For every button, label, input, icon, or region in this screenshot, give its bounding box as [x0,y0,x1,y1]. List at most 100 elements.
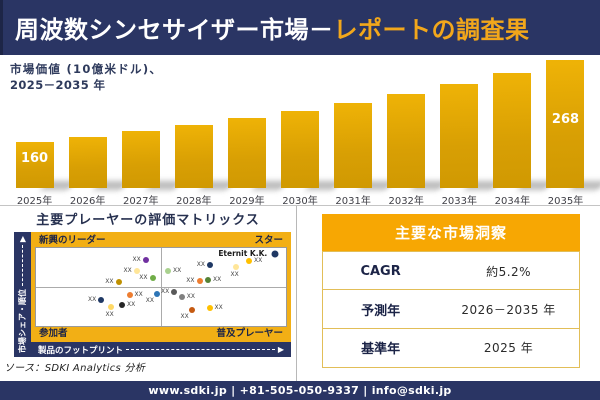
matrix-bottom-labels: 参加者 普及プレーヤー [34,327,288,340]
bar-2032年 [387,94,426,188]
bar-slot: 268 2035年 [539,58,592,207]
matrix-point-label: XX [186,277,195,285]
matrix-y-axis-label-group: 市場シェア・順位 ▶ [14,232,31,357]
insights-row-value: 2026－2035 年 [461,302,556,317]
page-title: 周波数シンセサイザー市場－レポートの調査果 [15,10,530,45]
chart-subtitle: 市場価値 (10億米ドル)、 2025－2035 年 [10,61,162,93]
matrix-point-dot [178,293,185,300]
matrix-point-dot [142,257,149,264]
matrix-x-axis: 製品のフットプリント ▶ [31,342,291,357]
chart-subtitle-line1: 市場価値 (10億米ドル)、 [10,62,163,76]
matrix-y-axis: 市場シェア・順位 ▶ [14,232,31,357]
bar-category-label: 2025年 [16,196,53,207]
quadrant-label-star: スター [254,235,283,246]
table-row: 予測年 2026－2035 年 [322,289,580,330]
matrix-point-dot [149,275,156,282]
matrix-point-dot [205,276,211,283]
bar-category-label: 2033年 [441,196,478,207]
matrix-point-dot [133,268,140,275]
footer-bar: www.sdki.jp | +81-505-050-9337 | info@sd… [0,381,600,400]
bar-2027年 [121,130,160,188]
bar-category-label: 2032年 [388,196,424,207]
matrix-point-label: XX [105,310,114,318]
matrix-point-dot [165,267,171,274]
matrix-point-dot [119,301,125,308]
matrix-point-label: XX [132,256,141,264]
matrix-point-label: XX [134,291,143,299]
bar-slot: 2028年 [167,58,220,207]
bar-category-label: 2034年 [494,196,531,207]
matrix-x-axis-label: 製品のフットプリント [38,345,124,356]
matrix-frame: 新興のリーダー スター XX XX XX XX XX XX Eternit K.K. XX XX… [31,232,291,342]
bar-slot: 2031年 [327,58,380,207]
matrix-point-label: XX [161,288,170,296]
bar-2031年 [334,102,373,188]
matrix-company-label: Eternit K.K. [218,248,268,258]
table-row: CAGR 約5.2% [322,251,580,291]
matrix-point-dot [232,263,239,270]
matrix-title: 主要プレーヤーの評価マトリックス [36,213,260,228]
bar-category-label: 2031年 [335,196,371,207]
bar-slot: 2029年 [220,58,273,207]
page-title-main: 周波数シンセサイザー市場－ [15,16,334,44]
matrix-point-dot [171,289,178,296]
bar-2034年 [493,72,532,188]
matrix-point-dot [188,307,195,314]
matrix-point-dot [246,258,252,265]
quadrant-label-emerging-leaders: 新興のリーダー [39,235,106,246]
insights-row-label: CAGR [360,263,401,279]
bar-category-label: 2029年 [229,196,265,207]
bar-category-label: 2028年 [176,196,212,207]
bar-2026年 [68,136,107,188]
insights-header: 主要な市場洞察 [322,214,580,251]
bar-category-label: 2030年 [282,196,318,207]
table-row: 基準年 2025 年 [322,327,580,368]
horizontal-divider [0,205,600,206]
bar-category-label: 2027年 [123,196,159,207]
bar-slot: 2027年 [114,58,167,207]
matrix-point-dot [207,262,213,269]
footer-contact-text: www.sdki.jp | +81-505-050-9337 | info@sd… [148,384,452,397]
bar-category-label: 2026年 [69,196,106,207]
bar-slot: 2033年 [433,58,486,207]
insights-row-label: 基準年 [361,342,401,358]
insights-row-value: 2025 年 [483,341,534,356]
bar-2029年 [227,117,266,188]
matrix-point-dot [196,278,203,285]
matrix-point-label: XX [173,266,182,274]
page-title-accent: レポートの調査果 [333,16,530,44]
matrix-point-dot [126,292,133,299]
bar-2028年 [174,124,213,188]
arrow-icon: ▶ [277,344,284,354]
matrix-point-label: XX [145,297,154,305]
matrix-point-dot [206,305,213,312]
matrix-point-label: XX [213,275,222,283]
matrix-point-label: XX [88,295,97,303]
insights-row-label: 予測年 [361,303,401,319]
insights-row-value: 約5.2% [486,264,532,279]
matrix-point-label: XX [196,261,205,269]
matrix-point-label: XX [186,292,195,300]
quadrant-label-pervasive-players: 普及プレーヤー [216,328,283,339]
bar-2035年: 268 [546,60,585,188]
bar-slot: 160 2025年 [8,58,61,207]
bar-slot: 2026年 [61,58,114,207]
source-note: ソース：SDKI Analytics 分析 [4,363,146,374]
matrix-point-label: XX [123,267,132,275]
matrix-point-label: XX [214,304,223,312]
matrix-point-dot [115,279,122,286]
matrix-point-dot [98,296,105,303]
matrix-top-labels: 新興のリーダー スター [34,234,288,247]
matrix-point-label: XX [254,257,263,265]
dashed-line [126,349,275,350]
matrix-point-label: XX [127,300,136,308]
matrix-point-label: XX [180,313,189,321]
bar-chart: 160 2025年 2026年 2027年 2028年 2029年 2030年 2031年 20… [8,58,592,207]
matrix-y-axis-label: 市場シェア・順位 [18,289,27,353]
matrix-plot: XX XX XX XX XX XX Eternit K.K. XX XX XX XX XX XX XX XX… [35,247,287,327]
arrow-icon: ▶ [17,236,27,243]
bar-2033年 [440,84,479,188]
matrix-point-label: XX [105,278,114,286]
quadrant-label-participants: 参加者 [39,328,68,339]
